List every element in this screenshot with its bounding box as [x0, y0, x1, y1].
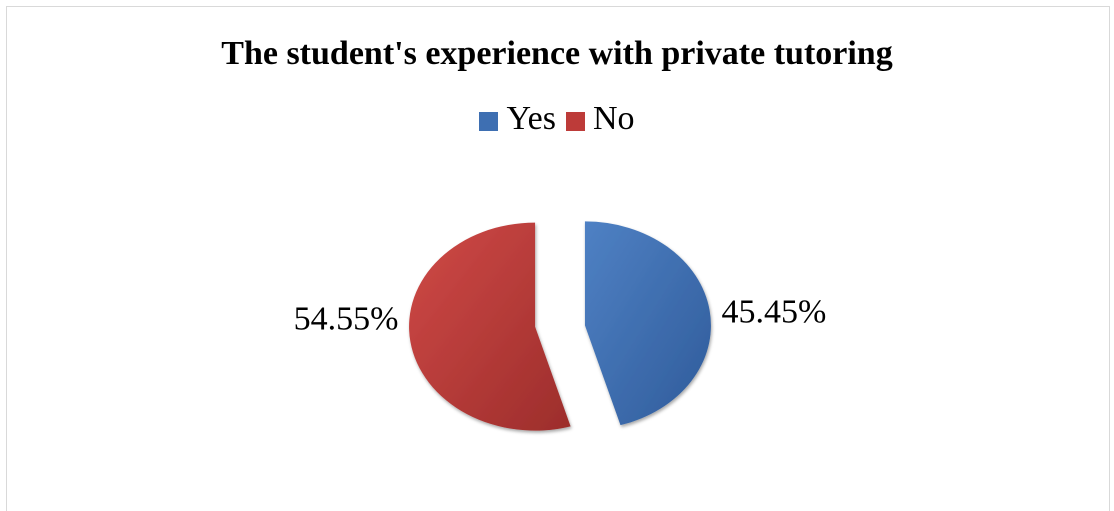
legend-swatch-no — [565, 111, 585, 131]
pie-slice-no — [409, 222, 571, 431]
pie-slice-yes — [584, 221, 711, 426]
data-label-no: 54.55% — [294, 301, 399, 338]
data-label-yes: 45.45% — [722, 293, 827, 330]
legend-label-no: No — [592, 100, 635, 137]
legend-label-yes: Yes — [506, 100, 556, 137]
legend-item-no: No — [565, 100, 635, 138]
legend-item-yes: Yes — [479, 100, 556, 138]
chart-title: The student's experience with private tu… — [221, 35, 893, 72]
legend-swatch-yes — [479, 111, 499, 131]
chart-legend: Yes No — [0, 100, 1114, 138]
